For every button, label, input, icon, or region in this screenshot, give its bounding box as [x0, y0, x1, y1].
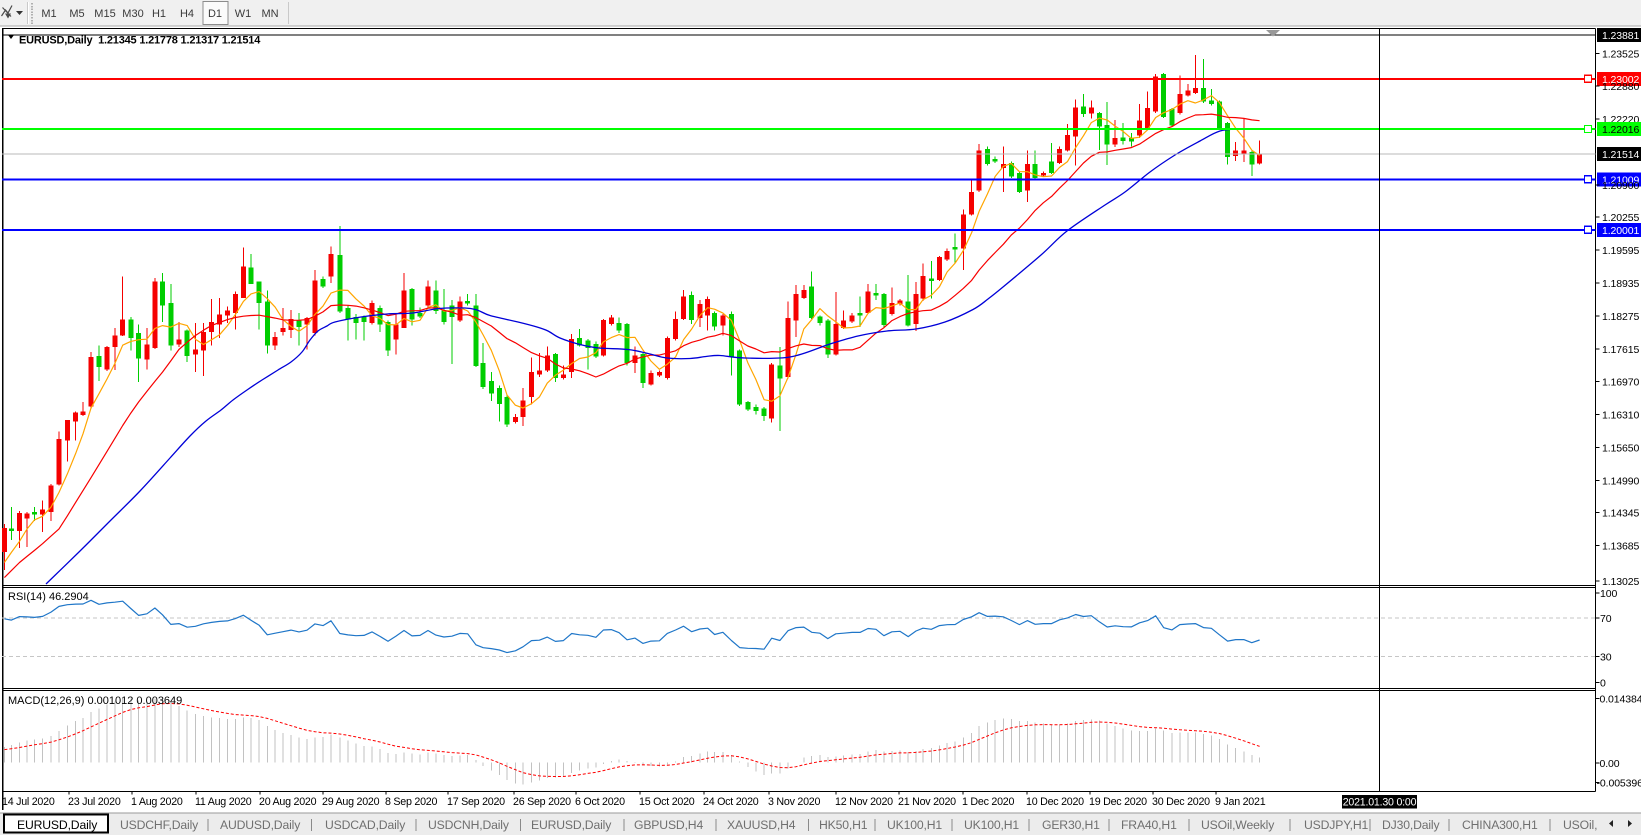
svg-text:30: 30 — [1600, 652, 1612, 664]
svg-text:-0.005396: -0.005396 — [1597, 777, 1641, 789]
svg-text:1.23002: 1.23002 — [1602, 74, 1640, 86]
svg-text:1.14345: 1.14345 — [1602, 508, 1640, 520]
svg-text:1.16310: 1.16310 — [1602, 409, 1640, 421]
svg-text:HK50,H1: HK50,H1 — [819, 818, 868, 832]
svg-text:D1: D1 — [208, 8, 222, 20]
svg-text:1.19595: 1.19595 — [1602, 245, 1640, 257]
svg-text:1 Aug 2020: 1 Aug 2020 — [131, 796, 183, 808]
svg-text:1.18275: 1.18275 — [1602, 311, 1640, 323]
svg-text:AUDUSD,Daily: AUDUSD,Daily — [220, 818, 301, 832]
svg-text:2021.01.30 0:00: 2021.01.30 0:00 — [1343, 796, 1417, 808]
svg-text:1.15650: 1.15650 — [1602, 442, 1640, 454]
svg-text:EURUSD,Daily: EURUSD,Daily — [17, 818, 98, 832]
svg-text:10 Dec 2020: 10 Dec 2020 — [1026, 796, 1084, 808]
svg-text:9 Jan 2021: 9 Jan 2021 — [1215, 796, 1266, 808]
svg-text:14 Jul 2020: 14 Jul 2020 — [2, 796, 55, 808]
svg-text:1.13025: 1.13025 — [1602, 576, 1640, 588]
svg-text:EURUSD,Daily: EURUSD,Daily — [531, 818, 612, 832]
svg-text:M5: M5 — [69, 8, 84, 20]
svg-text:23 Jul 2020: 23 Jul 2020 — [68, 796, 121, 808]
svg-text:USDCHF,Daily: USDCHF,Daily — [120, 818, 199, 832]
svg-text:DJ30,Daily: DJ30,Daily — [1382, 818, 1440, 832]
svg-text:UK100,H1: UK100,H1 — [887, 818, 942, 832]
svg-text:W1: W1 — [235, 8, 252, 20]
svg-text:100: 100 — [1600, 588, 1617, 600]
svg-text:1.21514: 1.21514 — [1602, 149, 1640, 161]
svg-text:17 Sep 2020: 17 Sep 2020 — [447, 796, 505, 808]
svg-text:1.22880: 1.22880 — [1602, 81, 1640, 93]
svg-text:26 Sep 2020: 26 Sep 2020 — [513, 796, 571, 808]
svg-text:24 Oct 2020: 24 Oct 2020 — [703, 796, 759, 808]
svg-text:1.21009: 1.21009 — [1602, 174, 1640, 186]
svg-text:MACD(12,26,9) 0.001012 0.00364: MACD(12,26,9) 0.001012 0.003649 — [8, 695, 182, 707]
svg-text:1 Dec 2020: 1 Dec 2020 — [962, 796, 1014, 808]
svg-text:30 Dec 2020: 30 Dec 2020 — [1152, 796, 1210, 808]
svg-text:1.14990: 1.14990 — [1602, 475, 1640, 487]
svg-text:8 Sep 2020: 8 Sep 2020 — [385, 796, 437, 808]
svg-text:FRA40,H1: FRA40,H1 — [1121, 818, 1177, 832]
svg-text:M15: M15 — [94, 8, 115, 20]
svg-text:29 Aug 2020: 29 Aug 2020 — [322, 796, 380, 808]
svg-text:0: 0 — [1600, 678, 1606, 690]
svg-text:USDCNH,Daily: USDCNH,Daily — [428, 818, 510, 832]
svg-text:1.20255: 1.20255 — [1602, 212, 1640, 224]
svg-text:XAUUSD,H4: XAUUSD,H4 — [727, 818, 796, 832]
svg-text:0.00: 0.00 — [1600, 758, 1620, 770]
svg-text:0.014384: 0.014384 — [1600, 694, 1641, 706]
svg-text:70: 70 — [1600, 613, 1612, 625]
svg-text:1.23881: 1.23881 — [1602, 30, 1640, 42]
svg-text:RSI(14) 46.2904: RSI(14) 46.2904 — [8, 591, 89, 603]
svg-text:6 Oct 2020: 6 Oct 2020 — [575, 796, 625, 808]
svg-text:USDCAD,Daily: USDCAD,Daily — [325, 818, 406, 832]
svg-text:1.23525: 1.23525 — [1602, 48, 1640, 60]
svg-text:19 Dec 2020: 19 Dec 2020 — [1089, 796, 1147, 808]
svg-text:CHINA300,H1: CHINA300,H1 — [1462, 818, 1538, 832]
svg-text:1.17615: 1.17615 — [1602, 344, 1640, 356]
svg-text:1.18935: 1.18935 — [1602, 278, 1640, 290]
svg-text:1.22016: 1.22016 — [1602, 124, 1640, 136]
svg-text:12 Nov 2020: 12 Nov 2020 — [835, 796, 893, 808]
svg-text:21 Nov 2020: 21 Nov 2020 — [898, 796, 956, 808]
svg-text:11 Aug 2020: 11 Aug 2020 — [195, 796, 252, 808]
svg-text:H1: H1 — [152, 8, 166, 20]
svg-text:USOil,: USOil, — [1563, 818, 1597, 832]
svg-text:1.13685: 1.13685 — [1602, 541, 1640, 553]
svg-text:1.16970: 1.16970 — [1602, 376, 1640, 388]
svg-text:15 Oct 2020: 15 Oct 2020 — [639, 796, 695, 808]
svg-text:M30: M30 — [122, 8, 143, 20]
svg-text:USOil,Weekly: USOil,Weekly — [1201, 818, 1275, 832]
svg-text:MN: MN — [261, 8, 278, 20]
svg-text:1.20001: 1.20001 — [1602, 225, 1640, 237]
svg-text:GBPUSD,H4: GBPUSD,H4 — [634, 818, 703, 832]
svg-text:1.20900: 1.20900 — [1602, 180, 1640, 192]
svg-text:20 Aug 2020: 20 Aug 2020 — [259, 796, 317, 808]
svg-text:M1: M1 — [41, 8, 56, 20]
svg-text:UK100,H1: UK100,H1 — [964, 818, 1019, 832]
svg-text:GER30,H1: GER30,H1 — [1042, 818, 1100, 832]
svg-text:H4: H4 — [180, 8, 194, 20]
svg-text:USDJPY,H1: USDJPY,H1 — [1304, 818, 1368, 832]
svg-text:3 Nov 2020: 3 Nov 2020 — [768, 796, 820, 808]
svg-text:EURUSD,Daily 1.21345 1.21778: EURUSD,Daily 1.21345 1.21778 1.21317 1.2… — [19, 35, 261, 47]
